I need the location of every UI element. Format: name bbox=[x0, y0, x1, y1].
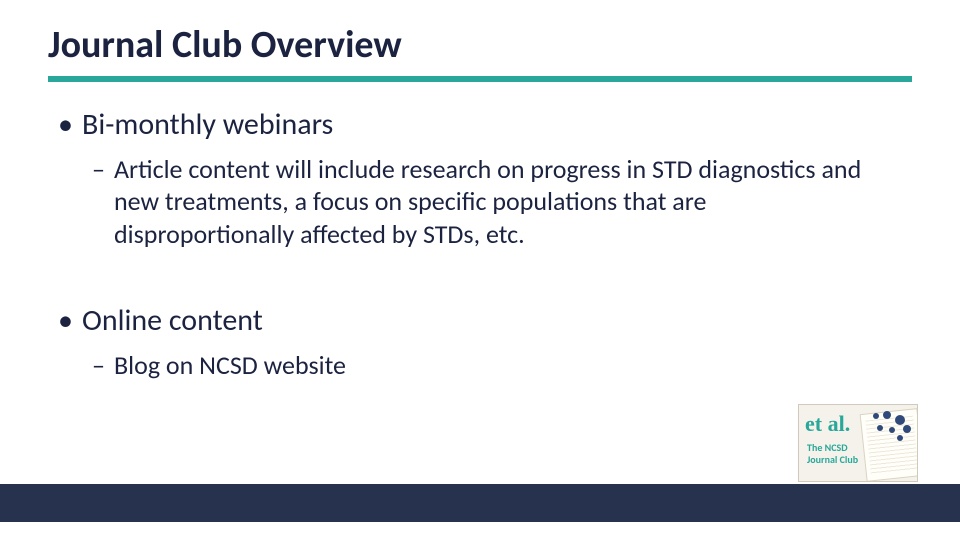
dot-icon bbox=[877, 425, 883, 431]
bullet-text: Online content bbox=[82, 304, 263, 339]
slide-title: Journal Club Overview bbox=[48, 22, 402, 68]
dot-icon bbox=[897, 435, 903, 441]
bullet-level2: – Article content will include research … bbox=[92, 153, 898, 251]
bullet-marker-dash: – bbox=[92, 349, 114, 382]
title-underline bbox=[48, 76, 912, 82]
slide: Journal Club Overview • Bi-monthly webin… bbox=[0, 0, 960, 540]
dot-cluster bbox=[867, 409, 911, 445]
footer-bar bbox=[0, 484, 960, 522]
bullet-level1: • Online content bbox=[58, 304, 898, 339]
bullet-text: Article content will include research on… bbox=[114, 153, 874, 251]
dot-icon bbox=[895, 415, 905, 425]
spacer bbox=[58, 258, 898, 300]
content-area: • Bi-monthly webinars – Article content … bbox=[58, 104, 898, 389]
dot-icon bbox=[903, 425, 911, 433]
bullet-level1: • Bi-monthly webinars bbox=[58, 108, 898, 143]
bullet-marker-dot: • bbox=[58, 108, 82, 141]
dot-icon bbox=[883, 411, 891, 419]
bullet-text: Bi-monthly webinars bbox=[82, 108, 333, 143]
bullet-text: Blog on NCSD website bbox=[114, 349, 346, 382]
bullet-level2: – Blog on NCSD website bbox=[92, 349, 898, 382]
bullet-marker-dash: – bbox=[92, 153, 114, 186]
dot-icon bbox=[873, 413, 879, 419]
badge-etal-text: et al. bbox=[805, 411, 850, 437]
dot-icon bbox=[889, 427, 895, 433]
journal-club-badge: et al. The NCSD Journal Club bbox=[798, 404, 918, 482]
bullet-marker-dot: • bbox=[58, 304, 82, 337]
badge-line3: Journal Club bbox=[807, 453, 858, 466]
